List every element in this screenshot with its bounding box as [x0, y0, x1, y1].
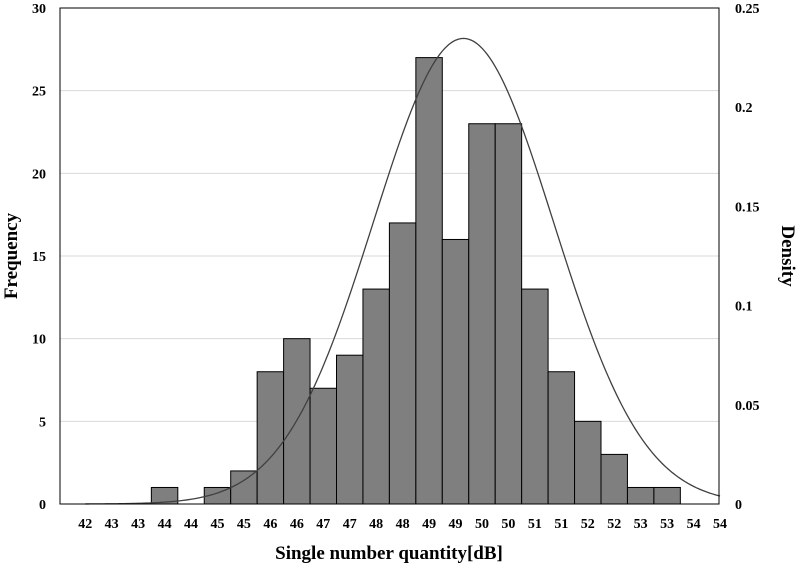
- histogram-bar: [600, 453, 628, 505]
- x-tick-label: 51: [554, 517, 568, 532]
- x-tick-label: 54: [687, 517, 701, 532]
- histogram-bar: [494, 123, 523, 505]
- x-tick-label: 52: [581, 517, 595, 532]
- y2-tick-label: 0.1: [735, 300, 753, 315]
- y-tick-label: 30: [32, 2, 46, 17]
- histogram-bar: [626, 486, 655, 505]
- y-tick-label: 0: [39, 498, 46, 513]
- histogram-bar: [362, 288, 390, 505]
- histogram-bar: [309, 387, 337, 505]
- x-tick-label: 50: [501, 517, 515, 532]
- x-tick-label: 49: [449, 517, 463, 532]
- x-tick-label: 54: [713, 517, 727, 532]
- x-axis-title: Single number quantity[dB]: [275, 543, 503, 564]
- histogram-bar: [230, 470, 258, 505]
- y-axis-title: Frequency: [1, 212, 22, 299]
- y2-tick-label: 0.15: [735, 200, 760, 215]
- y2-axis-title: Density: [777, 225, 798, 287]
- y-tick-label: 10: [32, 333, 46, 348]
- histogram-bars: [150, 57, 681, 505]
- y2-tick-label: 0.25: [735, 2, 760, 17]
- x-tick-label: 45: [210, 517, 224, 532]
- y-tick-label: 5: [39, 415, 46, 430]
- x-tick-label: 46: [263, 517, 277, 532]
- x-tick-label: 47: [343, 517, 357, 532]
- y-tick-label: 25: [32, 85, 46, 100]
- histogram-bar: [653, 486, 681, 505]
- y2-tick-label: 0.2: [735, 101, 753, 116]
- x-tick-label: 47: [316, 517, 330, 532]
- x-axis-ticks: 42 43 43 44 44 45 45 46 46 47 47 48 48 49 49 50 50 51 51 52…: [78, 517, 727, 532]
- histogram-bar: [574, 420, 602, 505]
- x-tick-label: 53: [660, 517, 674, 532]
- histogram-bar: [388, 222, 417, 505]
- x-tick-label: 46: [290, 517, 304, 532]
- histogram-bar: [336, 354, 364, 505]
- histogram-bar: [468, 123, 496, 505]
- histogram-bar: [521, 288, 549, 505]
- y2-tick-label: 0: [735, 498, 742, 513]
- x-tick-label: 48: [396, 517, 410, 532]
- histogram-bar: [547, 371, 576, 505]
- y-tick-label: 15: [32, 250, 46, 265]
- y2-tick-label: 0.05: [735, 399, 760, 414]
- plot-frame: [59, 7, 720, 505]
- x-tick-label: 50: [475, 517, 489, 532]
- x-tick-label: 52: [607, 517, 621, 532]
- density-curve: [85, 37, 721, 505]
- x-tick-label: 43: [105, 517, 119, 532]
- x-tick-label: 51: [528, 517, 542, 532]
- x-tick-label: 48: [369, 517, 383, 532]
- x-tick-label: 53: [634, 517, 648, 532]
- histogram-bar: [441, 238, 470, 505]
- y-axis-ticks: 0 5 10 15 20 25 30: [32, 2, 46, 513]
- y2-axis-ticks: 0 0.05 0.1 0.15 0.2 0.25: [735, 2, 760, 513]
- x-tick-label: 44: [158, 517, 172, 532]
- histogram-bar: [256, 371, 285, 505]
- y-tick-label: 20: [32, 167, 46, 182]
- histogram-bar: [415, 57, 443, 505]
- x-tick-label: 43: [131, 517, 145, 532]
- x-tick-label: 44: [184, 517, 198, 532]
- x-tick-label: 42: [78, 517, 92, 532]
- x-tick-label: 49: [422, 517, 436, 532]
- x-tick-label: 45: [237, 517, 251, 532]
